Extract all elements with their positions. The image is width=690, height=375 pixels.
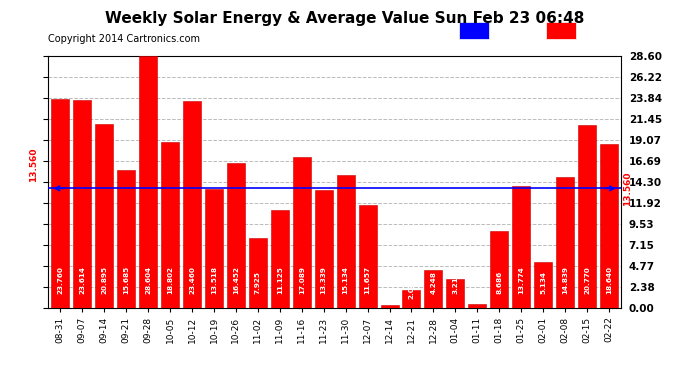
Bar	[446, 279, 464, 308]
Bar	[249, 238, 267, 308]
Text: 7.925: 7.925	[255, 272, 261, 294]
Text: 13.518: 13.518	[211, 266, 217, 294]
Text: 18.640: 18.640	[606, 266, 612, 294]
Text: 8.686: 8.686	[496, 271, 502, 294]
Bar	[51, 99, 70, 308]
Text: 18.802: 18.802	[167, 266, 173, 294]
Text: 11.125: 11.125	[277, 267, 283, 294]
Text: 23.614: 23.614	[79, 267, 86, 294]
Text: Daily ($): Daily ($)	[578, 26, 618, 36]
Bar	[512, 186, 530, 308]
Text: 11.657: 11.657	[364, 266, 371, 294]
Bar	[95, 124, 113, 308]
Bar	[490, 231, 509, 308]
Text: Weekly Solar Energy & Average Value Sun Feb 23 06:48: Weekly Solar Energy & Average Value Sun …	[106, 11, 584, 26]
Bar	[469, 304, 486, 307]
Bar	[315, 190, 333, 308]
Text: 23.760: 23.760	[57, 267, 63, 294]
Bar	[139, 56, 157, 308]
Bar	[227, 163, 245, 308]
Bar	[205, 189, 223, 308]
Text: Average ($): Average ($)	[490, 26, 546, 36]
Text: 13.774: 13.774	[518, 267, 524, 294]
Text: 28.604: 28.604	[145, 266, 151, 294]
Bar	[600, 144, 618, 308]
Text: 15.685: 15.685	[124, 266, 129, 294]
Text: 13.560: 13.560	[623, 171, 632, 206]
Bar	[161, 142, 179, 308]
Text: Copyright 2014 Cartronics.com: Copyright 2014 Cartronics.com	[48, 34, 200, 44]
FancyBboxPatch shape	[546, 22, 576, 39]
Bar	[117, 170, 135, 308]
Bar	[380, 305, 399, 308]
Bar	[183, 101, 201, 308]
Text: 23.460: 23.460	[189, 267, 195, 294]
Bar	[534, 262, 552, 308]
Bar	[73, 100, 91, 308]
Text: 20.770: 20.770	[584, 267, 590, 294]
Text: 17.089: 17.089	[299, 266, 305, 294]
FancyBboxPatch shape	[459, 22, 489, 39]
Bar	[424, 270, 442, 308]
Text: 2.043: 2.043	[408, 276, 415, 298]
Text: 5.134: 5.134	[540, 272, 546, 294]
Text: 4.248: 4.248	[431, 272, 436, 294]
Bar	[293, 158, 310, 308]
Bar	[270, 210, 289, 308]
Bar	[359, 205, 377, 308]
Bar	[556, 177, 574, 308]
Text: 15.134: 15.134	[343, 267, 348, 294]
Text: 13.339: 13.339	[321, 267, 326, 294]
Text: 20.895: 20.895	[101, 266, 107, 294]
Text: 3.210: 3.210	[453, 272, 458, 294]
Bar	[578, 125, 596, 308]
Bar	[402, 290, 420, 308]
Bar	[337, 174, 355, 308]
Text: 14.839: 14.839	[562, 266, 568, 294]
Text: 13.560: 13.560	[28, 148, 38, 182]
Text: 16.452: 16.452	[233, 266, 239, 294]
